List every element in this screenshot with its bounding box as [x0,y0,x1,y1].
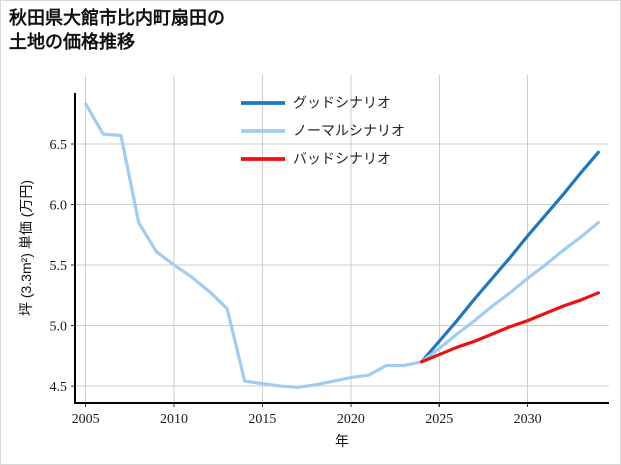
legend-label-0: グッドシナリオ [293,95,391,111]
y-tick-label: 6.0 [50,198,68,213]
series-layer [84,102,600,389]
series-line-0 [419,150,600,364]
x-axis-title: 年 [335,433,349,449]
legend-label-2: バッドシナリオ [293,151,391,167]
x-tick-label: 2010 [160,412,188,427]
legend-label-1: ノーマルシナリオ [293,123,405,139]
series-line-2 [419,291,600,364]
x-tick-label: 2025 [425,412,453,427]
grid-layer [75,75,609,403]
series-line-1 [84,102,600,389]
y-axis-title: 坪 (3.3m²) 単価 (万円) [18,180,34,316]
tick-label-layer: 4.5 5.0 5.5 6.0 6.5 2005 2010 2015 2020 2025 2030 [50,138,542,427]
axis-spines [73,93,609,405]
x-tick-label: 2005 [72,412,100,427]
x-tick-label: 2015 [248,412,276,427]
axis-title-layer: 年 坪 (3.3m²) 単価 (万円) [18,180,349,449]
chart-title: 秋田県大館市比内町扇田の 土地の価格推移 [9,8,225,52]
y-tick-label: 6.5 [50,138,68,153]
axis-layer [71,93,609,407]
y-tick-label: 5.5 [50,259,68,274]
x-tick-label: 2030 [514,412,542,427]
y-tick-label: 5.0 [50,320,68,335]
x-tick-label: 2020 [337,412,365,427]
y-tick-label: 4.5 [50,380,68,395]
